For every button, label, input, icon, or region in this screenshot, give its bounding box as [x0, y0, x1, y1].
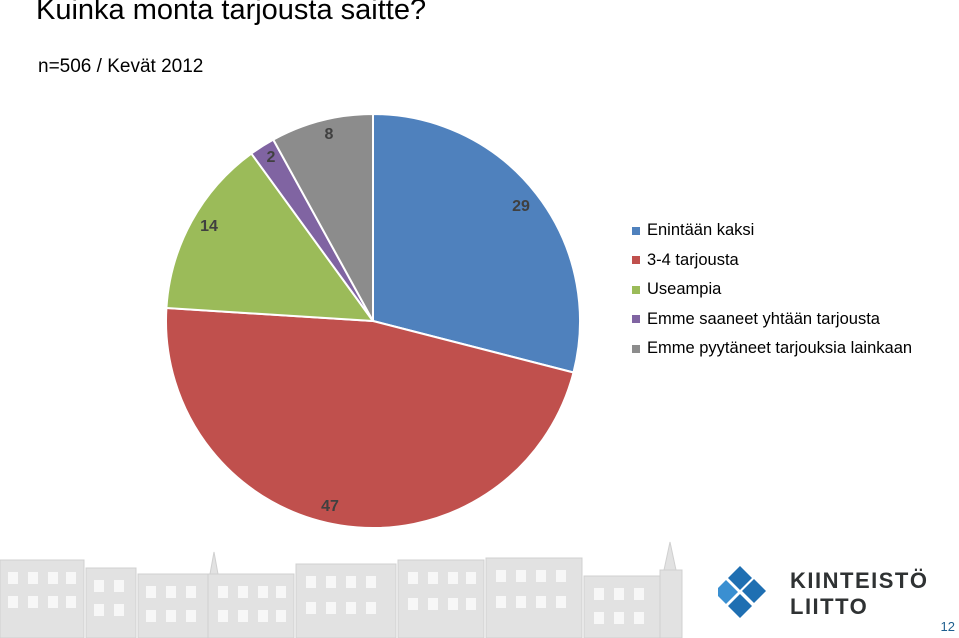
legend-label: Emme pyytäneet tarjouksia lainkaan	[647, 339, 913, 358]
pie-data-label-5: 8	[325, 126, 334, 143]
legend-swatch	[632, 256, 640, 265]
legend-item: Emme pyytäneet tarjouksia lainkaan	[632, 334, 912, 364]
pie-data-label-3: 14	[200, 218, 218, 235]
legend-label: Enintään kaksi	[647, 221, 755, 240]
legend-swatch	[632, 344, 640, 353]
legend-swatch	[632, 315, 640, 324]
page-number: 12	[940, 619, 955, 634]
pie-data-label-1: 29	[512, 198, 530, 215]
legend-item: Emme saaneet yhtään tarjousta	[632, 305, 912, 335]
legend-swatch	[632, 285, 640, 294]
legend-label: 3-4 tarjousta	[647, 250, 739, 269]
pie-slice-5	[271, 112, 374, 322]
legend-swatch	[632, 226, 640, 235]
legend-item: Useampia	[632, 275, 912, 305]
pie-chart: 29 47 14 2 8	[165, 112, 581, 529]
legend-item: Enintään kaksi	[632, 216, 912, 246]
legend-item: 3-4 tarjousta	[632, 246, 912, 276]
legend-label: Useampia	[647, 280, 722, 299]
kiinteistoliitto-logo-icon	[718, 566, 766, 618]
chart-title: Kuinka monta tarjousta saitte?	[36, 0, 427, 26]
chart-legend: Enintään kaksi 3-4 tarjousta Useampia Emme …	[632, 216, 912, 364]
pie-slice-3	[165, 152, 376, 323]
legend-label: Emme saaneet yhtään tarjousta	[647, 309, 880, 328]
chart-subtitle: n=506 / Kevät 2012	[38, 56, 204, 77]
logo-text-line2: LIITTO	[790, 594, 869, 619]
pie-slice-1	[372, 112, 581, 374]
pie-slice-2	[165, 306, 575, 529]
pie-data-label-4: 2	[267, 149, 276, 166]
pie-data-label-2: 47	[321, 498, 339, 515]
logo-text-line1: KIINTEISTÖ	[790, 568, 929, 593]
city-skyline-image	[0, 541, 683, 638]
